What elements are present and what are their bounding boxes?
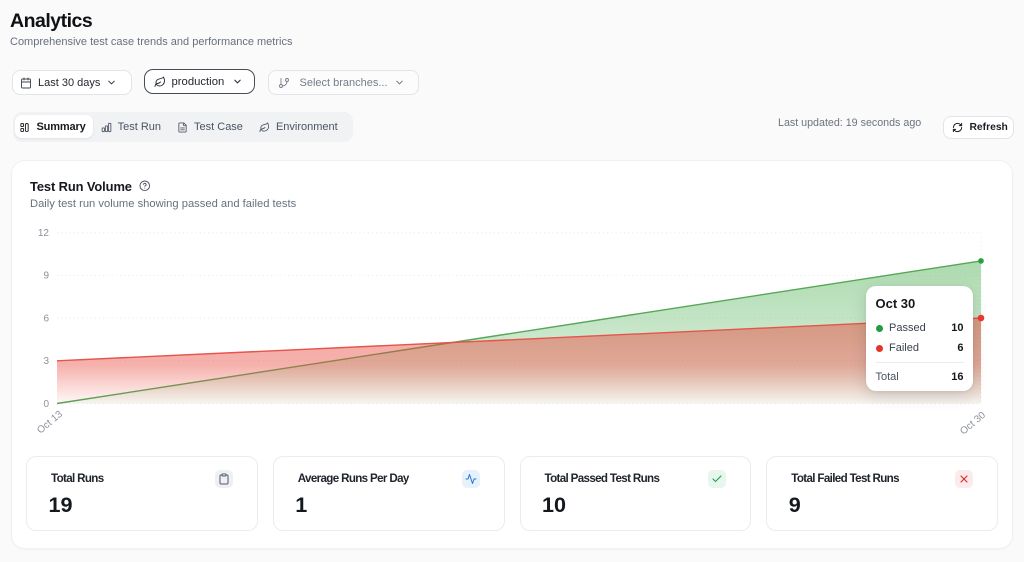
svg-text:Oct 13: Oct 13 [35, 409, 65, 437]
svg-text:6: 6 [43, 313, 49, 324]
svg-text:0: 0 [43, 399, 49, 410]
svg-text:9: 9 [43, 271, 49, 282]
svg-text:Oct 30: Oct 30 [958, 410, 988, 438]
svg-text:3: 3 [43, 356, 49, 367]
svg-text:12: 12 [38, 228, 50, 239]
